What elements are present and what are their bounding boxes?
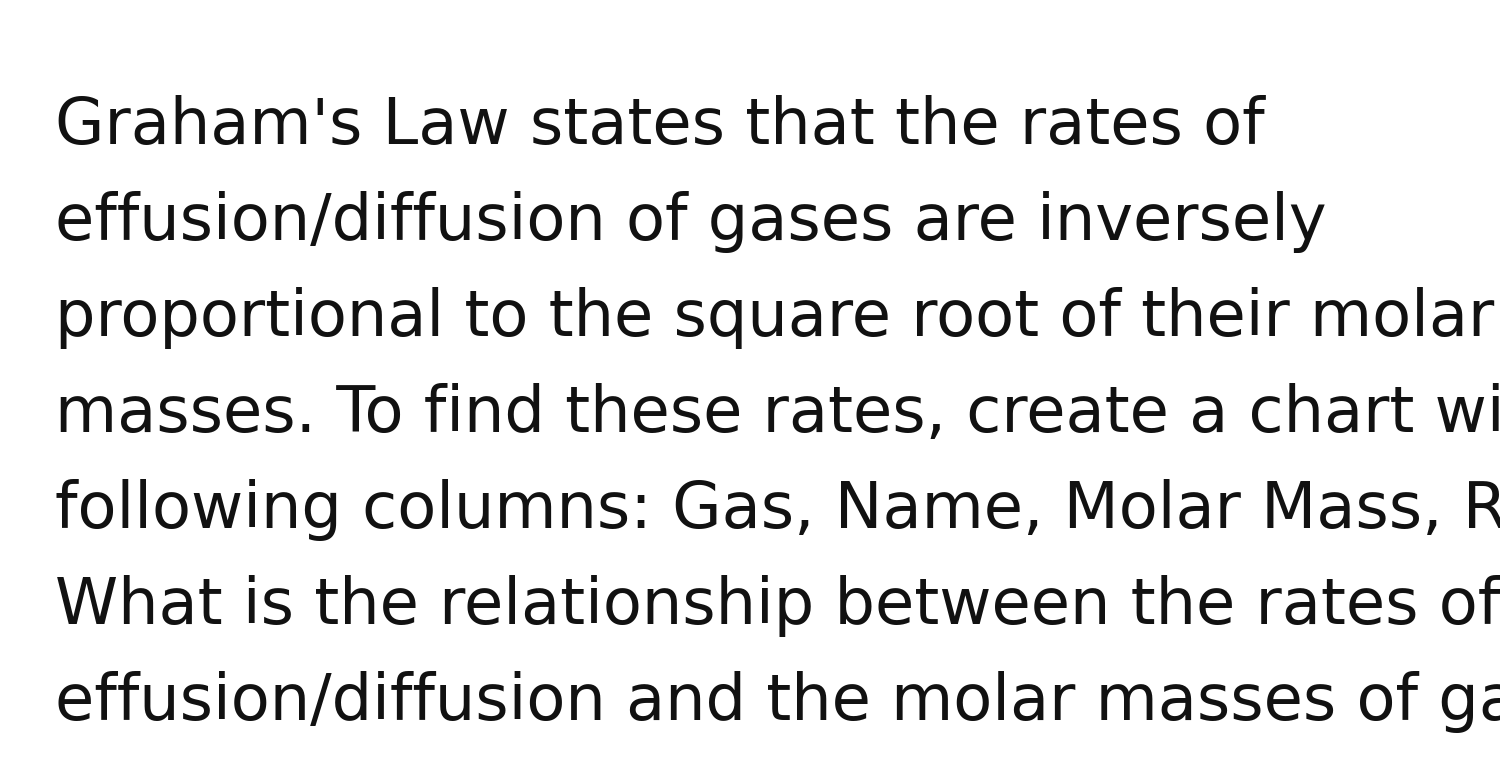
Text: proportional to the square root of their molar: proportional to the square root of their… bbox=[56, 287, 1494, 349]
Text: effusion/diffusion of gases are inversely: effusion/diffusion of gases are inversel… bbox=[56, 191, 1326, 253]
Text: following columns: Gas, Name, Molar Mass, Rate.: following columns: Gas, Name, Molar Mass… bbox=[56, 479, 1500, 541]
Text: What is the relationship between the rates of: What is the relationship between the rat… bbox=[56, 575, 1500, 637]
Text: masses. To find these rates, create a chart with the: masses. To find these rates, create a ch… bbox=[56, 383, 1500, 445]
Text: effusion/diffusion and the molar masses of gases?: effusion/diffusion and the molar masses … bbox=[56, 671, 1500, 733]
Text: Graham's Law states that the rates of: Graham's Law states that the rates of bbox=[56, 95, 1264, 157]
